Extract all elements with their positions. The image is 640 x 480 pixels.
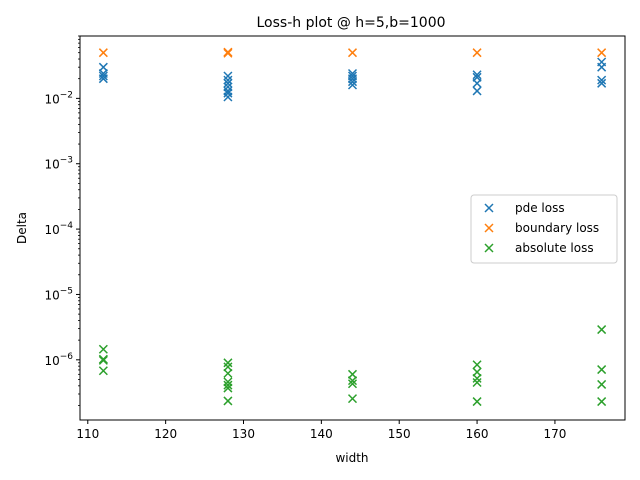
y-tick-label: 10−3 [44, 156, 73, 172]
chart-title: Loss-h plot @ h=5,b=1000 [256, 15, 445, 31]
legend-marker [484, 203, 494, 213]
data-point [597, 379, 607, 389]
y-tick-label: 10−6 [44, 352, 73, 368]
y-tick-base: 10 [44, 92, 59, 106]
legend-marker [484, 223, 494, 233]
x-tick-label: 120 [154, 427, 177, 441]
data-point [597, 75, 607, 85]
data-point [597, 397, 607, 407]
legend: pde loss boundary loss absolute loss [470, 194, 618, 264]
x-tick-label: 110 [76, 427, 99, 441]
data-point [597, 78, 607, 88]
y-tick-exponent: −6 [60, 352, 74, 362]
y-tick-label: 10−2 [44, 90, 73, 106]
data-point [472, 48, 482, 58]
y-tick-label: 10−4 [44, 221, 73, 237]
legend-frame [470, 194, 618, 264]
x-axis-title: width [335, 451, 368, 465]
data-point [347, 77, 358, 87]
data-point [98, 48, 108, 58]
data-point [223, 383, 233, 393]
data-point [98, 354, 108, 364]
y-tick-base: 10 [44, 158, 59, 172]
data-point [223, 88, 233, 98]
data-point [472, 70, 482, 80]
data-point [347, 80, 358, 90]
data-point [597, 365, 607, 375]
data-point [223, 78, 233, 88]
data-point [597, 48, 607, 58]
x-tick-label: 130 [232, 427, 255, 441]
y-tick-label: 10−5 [44, 286, 73, 302]
data-point [472, 397, 482, 407]
y-tick-exponent: −5 [60, 286, 73, 296]
data-point [347, 376, 358, 386]
y-tick-base: 10 [44, 354, 59, 368]
data-point [597, 325, 607, 335]
data-point [597, 62, 607, 72]
series-pde-loss [98, 57, 607, 102]
data-point [347, 48, 358, 58]
legend-label: boundary loss [515, 221, 599, 235]
y-tick-base: 10 [44, 223, 59, 237]
data-point [223, 71, 233, 81]
y-axis-title: Delta [15, 212, 29, 244]
data-point [223, 368, 233, 378]
data-point [472, 373, 482, 383]
data-point [98, 355, 108, 365]
data-point [98, 366, 108, 376]
y-tick-base: 10 [44, 288, 59, 302]
x-axis: 110 120 130 140 150 160 170 [76, 420, 566, 441]
data-point [472, 78, 482, 88]
x-tick-label: 150 [388, 427, 411, 441]
data-point [223, 48, 233, 58]
y-tick-exponent: −3 [60, 156, 73, 166]
data-point [98, 344, 108, 354]
x-tick-label: 170 [543, 427, 566, 441]
x-tick-label: 160 [466, 427, 489, 441]
data-point [223, 358, 233, 368]
x-tick-label: 140 [310, 427, 333, 441]
y-tick-exponent: −4 [60, 221, 74, 231]
legend-item: pde loss [484, 201, 565, 215]
y-axis: 10−610−510−410−310−2 [44, 35, 80, 406]
data-point [223, 75, 233, 85]
data-point [472, 360, 482, 370]
legend-item: absolute loss [484, 241, 594, 255]
data-point [223, 362, 233, 372]
legend-label: absolute loss [515, 241, 594, 255]
data-point [98, 74, 108, 84]
y-tick-exponent: −2 [60, 90, 73, 100]
data-point [347, 394, 358, 404]
data-point [472, 86, 482, 96]
data-point [223, 47, 233, 57]
legend-label: pde loss [515, 201, 565, 215]
plot-area [79, 35, 626, 421]
series-absolute-loss [98, 325, 607, 407]
series-boundary-loss [98, 47, 607, 58]
data-point [223, 92, 233, 102]
data-marks [98, 47, 607, 407]
data-point [347, 379, 358, 389]
data-point [472, 377, 482, 388]
data-point [223, 380, 233, 390]
legend-item: boundary loss [484, 221, 599, 235]
data-point [223, 396, 233, 406]
legend-marker [484, 243, 494, 253]
data-point [98, 71, 108, 81]
